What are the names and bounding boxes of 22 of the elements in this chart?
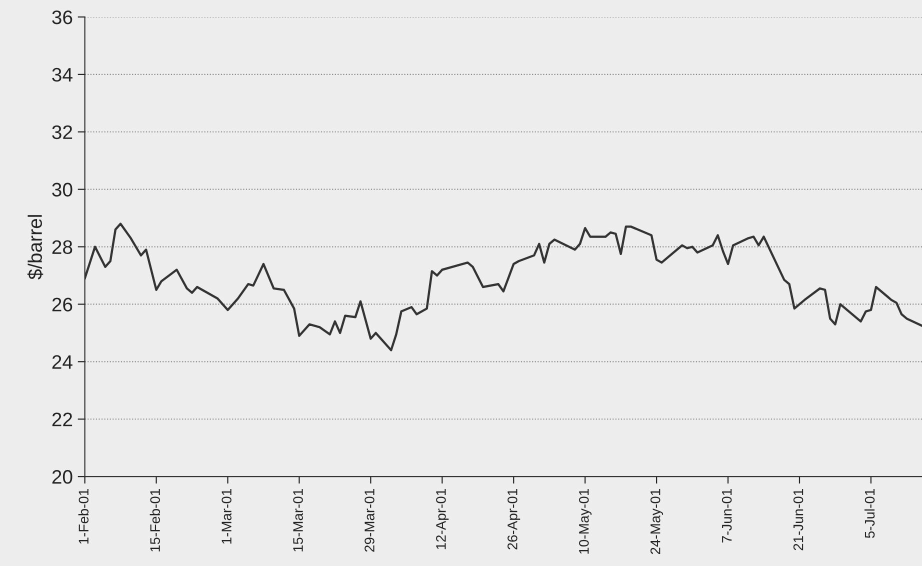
y-tick-label: 24 <box>52 355 72 369</box>
x-tick-label: 1-Feb-01 <box>78 489 89 544</box>
y-tick-label: 26 <box>52 298 72 312</box>
y-tick-label: 34 <box>52 68 72 82</box>
x-tick-label: 1-Mar-01 <box>222 489 232 544</box>
x-tick-label: 24-May-01 <box>650 489 664 554</box>
y-tick-label: 30 <box>52 182 72 197</box>
x-tick-label: 21-Jun-01 <box>793 489 804 550</box>
x-tick-label: 5-Jul-01 <box>864 489 875 538</box>
y-tick-label: 32 <box>52 125 72 140</box>
x-tick-label: 10-May-01 <box>578 489 592 554</box>
y-tick-label: 20 <box>52 470 72 484</box>
x-tick-label: 12-Apr-01 <box>436 489 449 550</box>
x-tick-label: 29-Mar-01 <box>364 489 374 552</box>
x-tick-label: 15-Mar-01 <box>293 489 303 552</box>
x-tick-label: 26-Apr-01 <box>508 489 520 550</box>
y-tick-label: 28 <box>52 240 72 254</box>
x-tick-label: 7-Jun-01 <box>722 489 732 542</box>
y-tick-label: 22 <box>52 412 72 426</box>
y-axis-title: $/barrel <box>27 215 44 280</box>
x-tick-label: 15-Feb-01 <box>150 489 160 552</box>
y-tick-label: 36 <box>52 10 72 24</box>
